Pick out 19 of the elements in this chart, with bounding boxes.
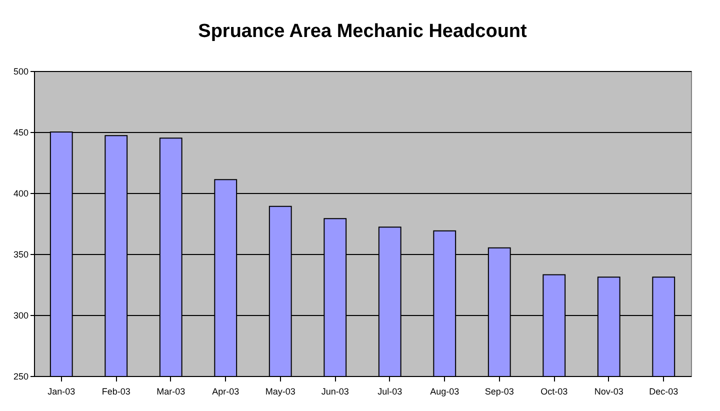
x-tick-label: Mar-03 bbox=[156, 386, 186, 396]
x-tick-label: Jul-03 bbox=[378, 386, 402, 396]
x-tick-label: Nov-03 bbox=[594, 386, 624, 396]
x-tick-label: Sep-03 bbox=[484, 386, 514, 396]
x-tick-label: Dec-03 bbox=[649, 386, 678, 396]
y-tick-label: 300 bbox=[13, 310, 28, 320]
x-tick-label: Aug-03 bbox=[430, 386, 460, 396]
x-tick-label: Oct-03 bbox=[540, 386, 568, 396]
y-tick-label: 250 bbox=[13, 372, 28, 382]
x-tick-label: Feb-03 bbox=[102, 386, 130, 396]
x-tick-label: Jun-03 bbox=[321, 386, 349, 396]
y-tick-label: 400 bbox=[13, 188, 28, 198]
x-tick-label: Jan-03 bbox=[48, 386, 76, 396]
x-tick-label: Apr-03 bbox=[212, 386, 240, 396]
y-tick-label: 350 bbox=[13, 250, 28, 260]
x-tick-label: May-03 bbox=[265, 386, 296, 396]
y-tick-label: 450 bbox=[13, 128, 28, 138]
y-tick-label: 500 bbox=[13, 66, 28, 76]
chart-title: Spruance Area Mechanic Headcount bbox=[198, 21, 528, 42]
